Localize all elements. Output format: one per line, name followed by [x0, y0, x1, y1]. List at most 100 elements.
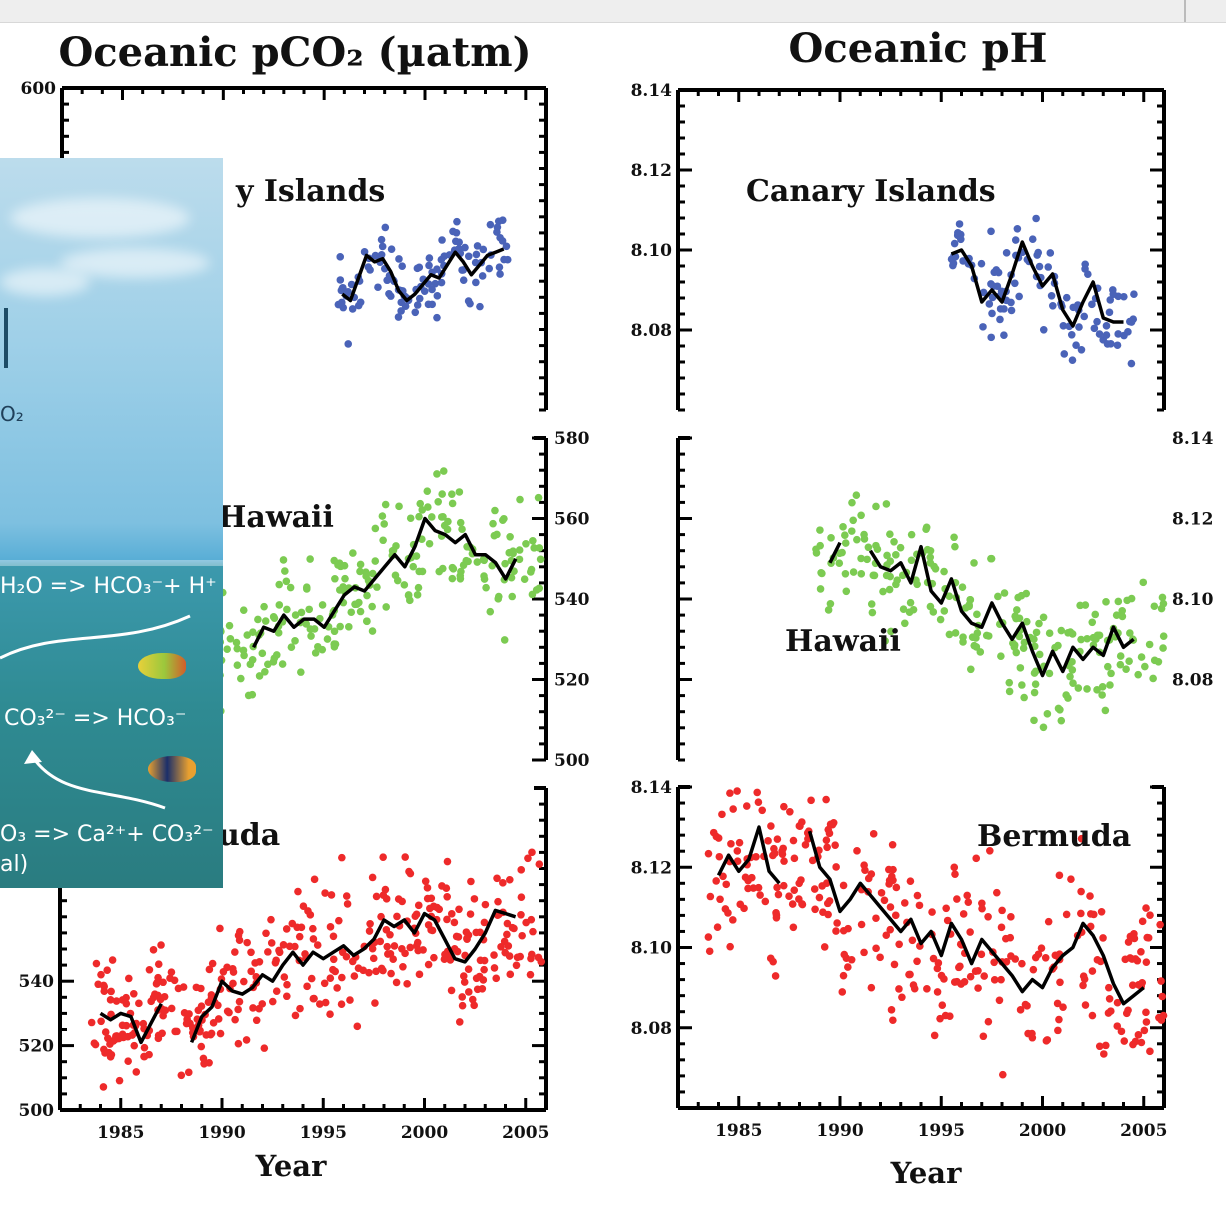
data-point: [998, 906, 1006, 915]
data-point: [1158, 593, 1167, 602]
data-point: [722, 880, 731, 889]
data-point: [459, 561, 468, 569]
data-point: [364, 263, 373, 271]
data-point: [1002, 249, 1011, 257]
data-point: [1159, 644, 1167, 652]
data-point: [861, 866, 869, 874]
data-point: [392, 978, 401, 987]
data-point: [979, 323, 987, 331]
data-point: [424, 300, 433, 309]
data-point: [344, 340, 353, 348]
data-point: [816, 585, 825, 593]
data-point: [234, 1005, 242, 1014]
data-point: [331, 967, 340, 976]
cloud-shape: [10, 198, 190, 238]
data-point: [955, 220, 964, 228]
data-point: [243, 631, 252, 639]
data-point: [411, 912, 420, 920]
data-point: [818, 882, 826, 890]
data-point: [498, 216, 507, 224]
data-point: [1035, 262, 1044, 271]
data-point: [1109, 290, 1118, 299]
data-point: [326, 1010, 334, 1019]
data-point: [1083, 634, 1091, 643]
data-point: [847, 527, 856, 535]
data-point: [409, 562, 418, 571]
data-point: [795, 895, 803, 903]
data-point: [841, 531, 849, 540]
data-point: [1120, 331, 1128, 340]
data-point: [302, 620, 311, 628]
data-point: [428, 285, 436, 294]
data-point: [1120, 292, 1128, 301]
data-point: [832, 927, 840, 935]
data-point: [470, 895, 479, 903]
data-point: [464, 252, 473, 261]
data-point: [516, 495, 524, 504]
data-point: [704, 849, 713, 858]
data-point: [435, 905, 444, 914]
data-point: [371, 557, 380, 565]
data-point: [840, 950, 849, 959]
data-point: [279, 941, 288, 949]
data-point: [790, 854, 799, 863]
data-point: [990, 268, 999, 277]
data-point: [881, 637, 889, 645]
data-point: [1134, 981, 1143, 989]
data-point: [480, 956, 489, 965]
data-point: [955, 963, 963, 972]
data-point: [807, 796, 815, 805]
data-point: [233, 661, 242, 670]
data-point: [303, 982, 311, 991]
data-point: [267, 915, 275, 924]
data-point: [1150, 602, 1159, 611]
data-point: [501, 559, 509, 568]
data-point: [283, 980, 291, 989]
data-point: [306, 555, 314, 563]
data-point: [251, 959, 259, 967]
data-point: [381, 500, 390, 509]
data-point: [844, 963, 852, 971]
data-point: [1142, 904, 1150, 912]
data-point: [928, 908, 936, 916]
data-point: [291, 1011, 300, 1020]
data-point: [416, 499, 425, 508]
data-point: [1045, 629, 1054, 638]
data-point: [405, 867, 413, 876]
data-point: [355, 598, 363, 607]
data-point: [252, 1016, 261, 1025]
data-point: [1034, 950, 1043, 959]
data-point: [790, 886, 799, 895]
co2-arrow-icon: [4, 308, 8, 368]
data-point: [1016, 1006, 1025, 1014]
y-tick-label: 8.12: [631, 161, 672, 181]
data-point: [447, 986, 456, 995]
data-point: [489, 519, 497, 528]
data-point: [900, 899, 909, 907]
data-point: [1088, 618, 1097, 627]
trend-line: [868, 544, 1135, 678]
data-point: [1077, 345, 1086, 354]
data-point: [306, 625, 315, 633]
data-point: [820, 943, 829, 951]
data-point: [103, 966, 111, 974]
data-point: [338, 973, 346, 982]
data-point: [281, 567, 289, 575]
data-point: [399, 962, 407, 971]
data-point: [343, 900, 352, 908]
data-point: [499, 879, 507, 887]
data-point: [1088, 967, 1097, 975]
data-point: [272, 987, 281, 996]
data-point: [147, 997, 155, 1006]
site-label-bermuda-left: uda: [218, 818, 280, 853]
data-point: [240, 977, 248, 986]
data-point: [376, 937, 385, 946]
data-point: [517, 866, 526, 874]
data-point: [333, 984, 341, 992]
data-point: [849, 516, 857, 525]
data-point: [480, 572, 488, 580]
data-point: [493, 223, 502, 232]
data-point: [232, 638, 241, 647]
data-point: [1066, 628, 1075, 636]
